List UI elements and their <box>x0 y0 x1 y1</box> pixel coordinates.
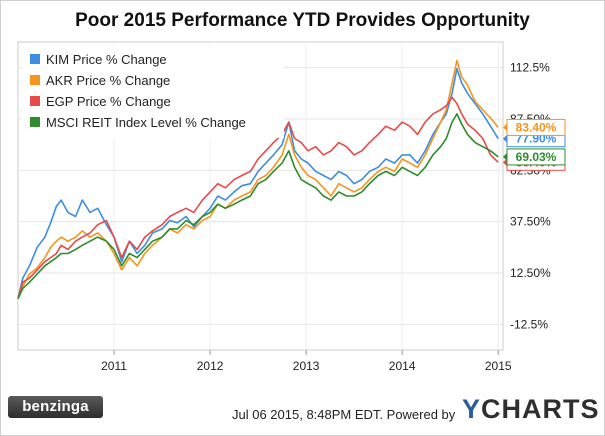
x-tick-label: 2013 <box>293 359 320 373</box>
legend-item-0: KIM Price % Change <box>46 52 167 67</box>
legend-swatch-3 <box>30 117 40 127</box>
y-tick-label: 12.50% <box>510 266 551 280</box>
legend-item-1: AKR Price % Change <box>46 73 170 88</box>
y-axis-labels: 112.5%87.50%62.50%37.50%12.50%-12.5% <box>510 61 551 332</box>
legend-background <box>22 46 284 138</box>
end-value-labels: 77.90%83.40%66.40%69.03% <box>503 118 566 171</box>
ycharts-logo-y: Y <box>462 394 482 424</box>
y-tick-label: 37.50% <box>510 215 551 229</box>
y-tick-label: 112.5% <box>510 61 550 75</box>
series-line-2 <box>17 96 499 299</box>
legend-swatch-0 <box>30 54 40 64</box>
y-tick-label: -12.5% <box>510 317 548 331</box>
legend-item-3: MSCI REIT Index Level % Change <box>46 115 246 130</box>
end-label-text: 69.03% <box>516 150 557 164</box>
footer: benzinga Jul 06 2015, 8:48PM EDT. Powere… <box>0 388 605 436</box>
ycharts-logo-rest: CHARTS <box>481 394 600 424</box>
x-tick-label: 2011 <box>101 359 127 373</box>
x-tick-label: 2014 <box>389 359 416 373</box>
chart-title: Poor 2015 Performance YTD Provides Oppor… <box>75 10 530 31</box>
end-label-3: 69.03% <box>503 148 566 166</box>
series-lines <box>17 59 499 300</box>
x-axis-labels: 2011 2012 2013 2014 2015 <box>101 359 512 373</box>
ycharts-logo: YCHARTS <box>462 394 600 425</box>
legend-swatch-1 <box>30 75 40 85</box>
benzinga-logo: benzinga <box>8 396 103 418</box>
legend-swatch-2 <box>30 96 40 106</box>
end-label-pointer <box>503 152 507 161</box>
series-line-0 <box>17 67 499 299</box>
series-line-3 <box>17 113 499 300</box>
end-label-1: 83.40% <box>503 118 566 136</box>
legend: KIM Price % Change AKR Price % Change EGP … <box>22 46 284 138</box>
end-label-pointer <box>503 134 507 143</box>
end-label-pointer <box>503 158 507 167</box>
x-tick-label: 2015 <box>485 359 512 373</box>
legend-item-2: EGP Price % Change <box>46 94 171 109</box>
x-tick-label: 2012 <box>197 359 224 373</box>
end-label-pointer <box>503 123 507 132</box>
series-line-1 <box>17 59 499 299</box>
timestamp-text: Jul 06 2015, 8:48PM EDT. Powered by <box>232 407 456 422</box>
end-label-text: 83.40% <box>516 120 557 134</box>
